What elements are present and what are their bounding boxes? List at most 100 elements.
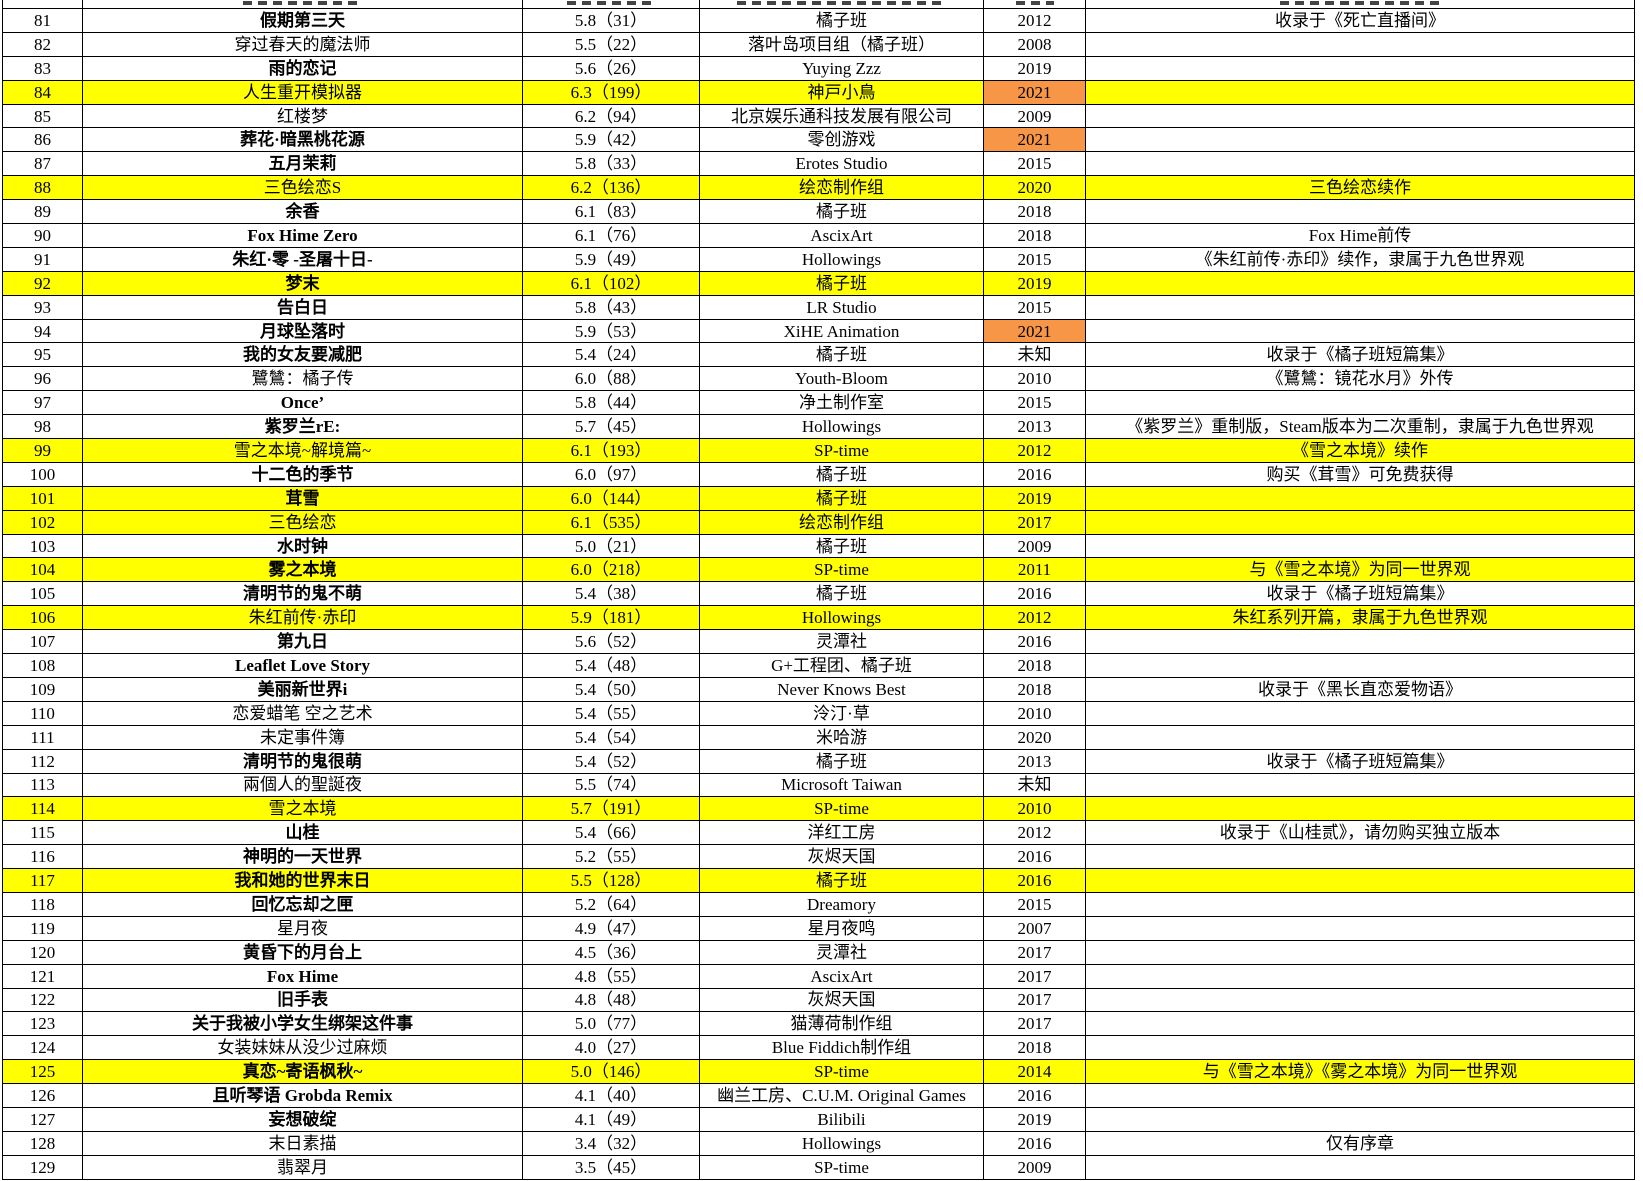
developer-cell[interactable]: 橘子班 (699, 342, 984, 368)
rating-cell[interactable]: 6.1（76） (522, 223, 700, 248)
rating-cell[interactable]: 6.3（199） (522, 79, 700, 105)
developer-cell[interactable]: 橘子班 (699, 461, 984, 487)
title-cell[interactable]: 告白日 (82, 294, 523, 320)
title-cell[interactable]: 回忆忘却之匣 (82, 891, 523, 917)
title-cell[interactable]: 我的女友要减肥 (82, 342, 523, 368)
year-cell[interactable]: 2017 (983, 987, 1086, 1013)
row-number-cell[interactable]: 91 (2, 246, 83, 272)
title-cell[interactable]: 葬花·暗黑桃花源 (82, 127, 523, 153)
note-cell[interactable]: 《雪之本境》续作 (1085, 438, 1635, 463)
row-number-cell[interactable]: 92 (2, 270, 83, 296)
developer-cell[interactable]: Hollowings (699, 605, 984, 631)
rating-cell[interactable]: 6.0（218） (522, 557, 700, 583)
row-number-cell[interactable]: 107 (2, 629, 83, 655)
year-cell[interactable]: 2016 (983, 868, 1086, 893)
developer-cell[interactable]: 橘子班 (699, 581, 984, 607)
title-cell[interactable]: 清明节的鬼很萌 (82, 748, 523, 774)
year-cell[interactable]: 2012 (983, 8, 1086, 33)
row-number-cell[interactable] (2, 0, 83, 9)
note-cell[interactable] (1085, 868, 1635, 893)
year-cell[interactable]: 2015 (983, 246, 1086, 272)
developer-cell[interactable]: 泠汀·草 (699, 700, 984, 726)
year-cell[interactable]: 2017 (983, 939, 1086, 965)
rating-cell[interactable]: 5.7（45） (522, 414, 700, 440)
note-cell[interactable] (1085, 1154, 1635, 1180)
year-cell[interactable]: 2007 (983, 915, 1086, 941)
row-number-cell[interactable]: 119 (2, 915, 83, 941)
developer-cell[interactable]: 橘子班 (699, 533, 984, 559)
title-cell[interactable]: 关于我被小学女生绑架这件事 (82, 1011, 523, 1037)
rating-cell[interactable]: 5.4（54） (522, 724, 700, 750)
row-number-cell[interactable]: 86 (2, 127, 83, 153)
year-cell[interactable]: 2019 (983, 270, 1086, 296)
developer-cell[interactable]: Erotes Studio (699, 151, 984, 177)
rating-cell[interactable]: 4.8（55） (522, 963, 700, 989)
title-cell[interactable]: 真恋~寄语枫秋~ (82, 1059, 523, 1085)
title-cell[interactable]: 第九日 (82, 629, 523, 655)
rating-cell[interactable]: 4.1（49） (522, 1106, 700, 1132)
developer-cell[interactable]: Blue Fiddich制作组 (699, 1035, 984, 1061)
note-cell[interactable]: 与《雪之本境》《雾之本境》为同一世界观 (1085, 1059, 1635, 1085)
row-number-cell[interactable]: 129 (2, 1154, 83, 1180)
row-number-cell[interactable]: 110 (2, 700, 83, 726)
title-cell[interactable]: 旧手表 (82, 987, 523, 1013)
rating-cell[interactable]: 5.8（33） (522, 151, 700, 177)
row-number-cell[interactable]: 84 (2, 79, 83, 105)
developer-cell[interactable]: 猫薄荷制作组 (699, 1011, 984, 1037)
note-cell[interactable] (1085, 629, 1635, 655)
rating-cell[interactable]: 5.2（64） (522, 891, 700, 917)
rating-cell[interactable]: 6.2（94） (522, 103, 700, 129)
year-cell[interactable]: 2012 (983, 820, 1086, 846)
developer-cell[interactable]: 绘恋制作组 (699, 175, 984, 201)
year-cell[interactable]: 2014 (983, 1059, 1086, 1085)
developer-cell[interactable] (699, 0, 984, 9)
note-cell[interactable]: 《紫罗兰》重制版，Steam版本为二次重制，隶属于九色世界观 (1085, 414, 1635, 440)
developer-cell[interactable]: Dreamory (699, 891, 984, 917)
row-number-cell[interactable]: 98 (2, 414, 83, 440)
note-cell[interactable] (1085, 1035, 1635, 1061)
year-cell[interactable]: 2011 (983, 557, 1086, 583)
note-cell[interactable] (1085, 270, 1635, 296)
developer-cell[interactable]: 灰烬天国 (699, 844, 984, 870)
developer-cell[interactable]: 橘子班 (699, 748, 984, 774)
developer-cell[interactable]: Youth-Bloom (699, 366, 984, 392)
rating-cell[interactable]: 5.2（55） (522, 844, 700, 870)
row-number-cell[interactable]: 105 (2, 581, 83, 607)
title-cell[interactable]: 恋爱蜡笔 空之艺术 (82, 700, 523, 726)
year-cell[interactable]: 2018 (983, 223, 1086, 248)
note-cell[interactable]: 《鷺鷥：镜花水月》外传 (1085, 366, 1635, 392)
row-number-cell[interactable]: 106 (2, 605, 83, 631)
year-cell[interactable]: 2016 (983, 1130, 1086, 1156)
developer-cell[interactable]: SP-time (699, 438, 984, 463)
rating-cell[interactable]: 5.5（128） (522, 868, 700, 893)
rating-cell[interactable]: 5.4（38） (522, 581, 700, 607)
rating-cell[interactable]: 5.9（42） (522, 127, 700, 153)
note-cell[interactable] (1085, 1011, 1635, 1037)
developer-cell[interactable]: 橘子班 (699, 270, 984, 296)
developer-cell[interactable]: Hollowings (699, 246, 984, 272)
note-cell[interactable] (1085, 31, 1635, 57)
note-cell[interactable]: 收录于《橘子班短篇集》 (1085, 748, 1635, 774)
row-number-cell[interactable]: 122 (2, 987, 83, 1013)
note-cell[interactable] (1085, 294, 1635, 320)
note-cell[interactable] (1085, 509, 1635, 535)
note-cell[interactable] (1085, 127, 1635, 153)
title-cell[interactable]: 茸雪 (82, 485, 523, 511)
title-cell[interactable]: Fox Hime Zero (82, 223, 523, 248)
title-cell[interactable]: 三色绘恋 (82, 509, 523, 535)
note-cell[interactable]: 收录于《死亡直播间》 (1085, 8, 1635, 33)
note-cell[interactable] (1085, 55, 1635, 81)
year-cell[interactable]: 2016 (983, 844, 1086, 870)
year-cell[interactable]: 2009 (983, 1154, 1086, 1180)
row-number-cell[interactable]: 89 (2, 199, 83, 225)
note-cell[interactable] (1085, 700, 1635, 726)
title-cell[interactable]: 我和她的世界末日 (82, 868, 523, 893)
developer-cell[interactable]: Hollowings (699, 1130, 984, 1156)
title-cell[interactable]: 朱红·零 -圣屠十日- (82, 246, 523, 272)
title-cell[interactable]: 雪之本境 (82, 796, 523, 822)
rating-cell[interactable]: 5.8（44） (522, 390, 700, 416)
year-cell[interactable]: 2018 (983, 199, 1086, 225)
rating-cell[interactable]: 3.4（32） (522, 1130, 700, 1156)
note-cell[interactable]: 收录于《黑长直恋爱物语》 (1085, 676, 1635, 702)
note-cell[interactable] (1085, 915, 1635, 941)
